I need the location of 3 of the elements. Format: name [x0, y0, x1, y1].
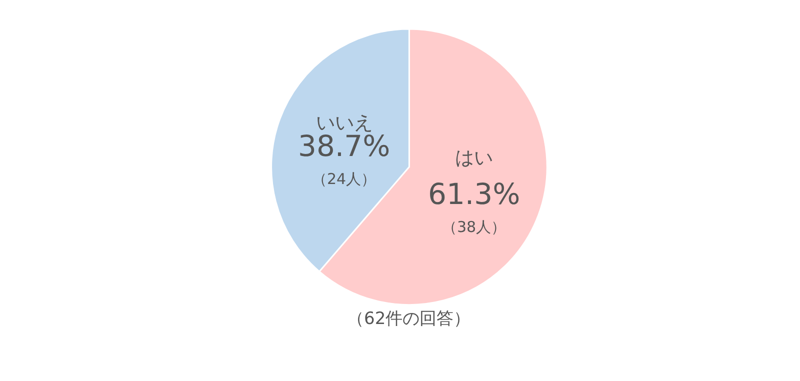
slice-label: はい	[455, 147, 493, 169]
text: （62件の回答）	[347, 309, 471, 329]
data-label: 61.3% （38人）	[428, 177, 520, 236]
